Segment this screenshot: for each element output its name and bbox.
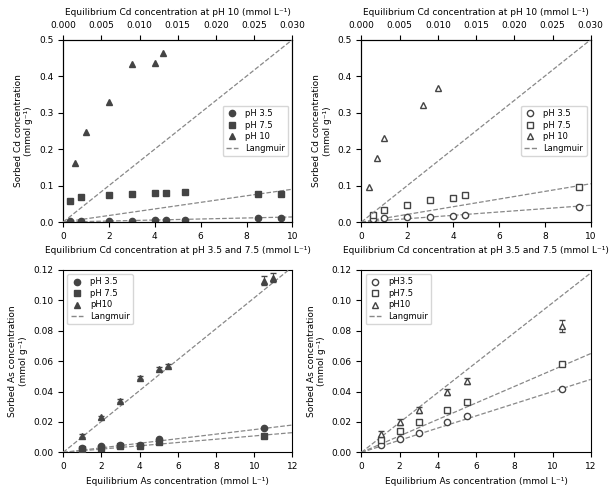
X-axis label: Equilibrium Cd concentration at pH 3.5 and 7.5 (mmol L⁻¹): Equilibrium Cd concentration at pH 3.5 a… [45, 247, 311, 255]
Legend: pH 3.5, pH 7.5, pH10, Langmuir: pH 3.5, pH 7.5, pH10, Langmuir [67, 274, 133, 324]
X-axis label: Equilibrium Cd concentration at pH 10 (mmol L⁻¹): Equilibrium Cd concentration at pH 10 (m… [65, 8, 291, 17]
X-axis label: Equilibrium As concentration (mmol L⁻¹): Equilibrium As concentration (mmol L⁻¹) [384, 477, 567, 486]
Y-axis label: Sorbed As concentration
(mmol g⁻¹): Sorbed As concentration (mmol g⁻¹) [307, 305, 326, 417]
Y-axis label: Sorbed As concentration
(mmol g⁻¹): Sorbed As concentration (mmol g⁻¹) [9, 305, 28, 417]
Legend: pH3.5, pH7.5, pH10, Langmuir: pH3.5, pH7.5, pH10, Langmuir [365, 274, 431, 324]
Y-axis label: Sorbed Cd concentration
(mmol g⁻¹): Sorbed Cd concentration (mmol g⁻¹) [312, 75, 332, 187]
Y-axis label: Sorbed Cd concentration
(mmol g⁻¹): Sorbed Cd concentration (mmol g⁻¹) [14, 75, 34, 187]
X-axis label: Equilibrium As concentration (mmol L⁻¹): Equilibrium As concentration (mmol L⁻¹) [86, 477, 269, 486]
Legend: pH 3.5, pH 7.5, pH 10, Langmuir: pH 3.5, pH 7.5, pH 10, Langmuir [521, 106, 586, 156]
X-axis label: Equilibrium Cd concentration at pH 3.5 and 7.5 (mmol L⁻¹): Equilibrium Cd concentration at pH 3.5 a… [343, 247, 609, 255]
Legend: pH 3.5, pH 7.5, pH 10, Langmuir: pH 3.5, pH 7.5, pH 10, Langmuir [223, 106, 288, 156]
X-axis label: Equilibrium Cd concentration at pH 10 (mmol L⁻¹): Equilibrium Cd concentration at pH 10 (m… [363, 8, 589, 17]
